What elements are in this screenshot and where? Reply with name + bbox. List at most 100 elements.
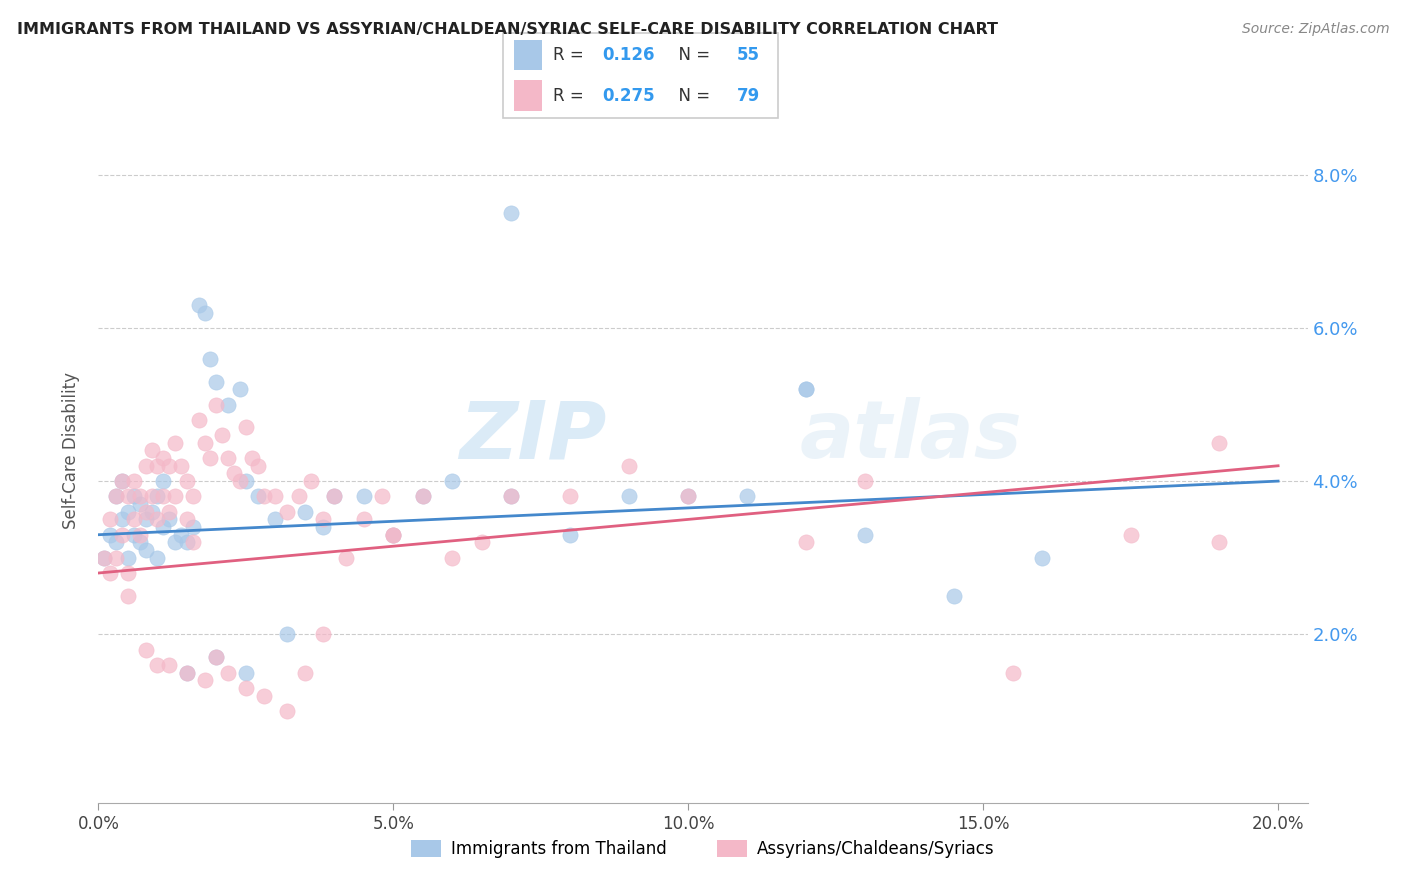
Point — [229, 382, 252, 396]
Point — [382, 527, 405, 541]
Point — [152, 520, 174, 534]
Text: IMMIGRANTS FROM THAILAND VS ASSYRIAN/CHALDEAN/SYRIAC SELF-CARE DISABILITY CORREL: IMMIGRANTS FROM THAILAND VS ASSYRIAN/CHA… — [17, 22, 998, 37]
Point — [205, 375, 228, 389]
Point — [217, 665, 239, 680]
Point — [117, 490, 139, 504]
FancyBboxPatch shape — [503, 33, 778, 118]
Point — [1001, 665, 1024, 680]
Point — [311, 520, 333, 534]
Bar — [515, 40, 541, 70]
Point — [128, 535, 150, 549]
Point — [141, 443, 163, 458]
Point — [1208, 435, 1230, 450]
Point — [560, 527, 582, 541]
Point — [122, 474, 145, 488]
Point — [176, 474, 198, 488]
Point — [441, 550, 464, 565]
Point — [853, 527, 876, 541]
Point — [170, 458, 193, 473]
Point — [240, 451, 263, 466]
Point — [181, 535, 204, 549]
Point — [165, 435, 187, 450]
Point — [111, 512, 134, 526]
Point — [853, 474, 876, 488]
Point — [335, 550, 357, 565]
Point — [122, 490, 145, 504]
Point — [942, 589, 965, 603]
Text: R =: R = — [553, 87, 589, 104]
Text: N =: N = — [668, 46, 716, 64]
Point — [176, 535, 198, 549]
Point — [194, 305, 217, 319]
Point — [152, 474, 174, 488]
Point — [229, 474, 252, 488]
Text: N =: N = — [668, 87, 716, 104]
Point — [678, 490, 700, 504]
Point — [146, 490, 169, 504]
Point — [117, 589, 139, 603]
Point — [678, 490, 700, 504]
Point — [146, 657, 169, 672]
Y-axis label: Self-Care Disability: Self-Care Disability — [62, 372, 80, 529]
Point — [501, 490, 523, 504]
Point — [165, 535, 187, 549]
Point — [441, 474, 464, 488]
Point — [157, 505, 180, 519]
Point — [382, 527, 405, 541]
Point — [200, 451, 222, 466]
Point — [288, 490, 311, 504]
Point — [619, 458, 641, 473]
Point — [794, 382, 817, 396]
Point — [122, 527, 145, 541]
Point — [264, 490, 287, 504]
Point — [117, 566, 139, 580]
Point — [276, 627, 298, 641]
Point — [176, 512, 198, 526]
Point — [211, 428, 233, 442]
Point — [187, 413, 209, 427]
Point — [194, 673, 217, 688]
Point — [165, 490, 187, 504]
Point — [128, 490, 150, 504]
Point — [98, 566, 121, 580]
Point — [205, 650, 228, 665]
Point — [353, 490, 375, 504]
Point — [1208, 535, 1230, 549]
Point — [157, 657, 180, 672]
Point — [176, 665, 198, 680]
Point — [323, 490, 346, 504]
Point — [252, 490, 274, 504]
Text: 0.275: 0.275 — [602, 87, 655, 104]
Point — [311, 512, 333, 526]
Point — [235, 681, 257, 695]
Point — [111, 474, 134, 488]
Point — [105, 550, 128, 565]
Point — [194, 435, 217, 450]
Point — [217, 397, 239, 411]
Point — [122, 512, 145, 526]
Point — [370, 490, 392, 504]
Point — [146, 458, 169, 473]
Point — [105, 535, 128, 549]
Point — [735, 490, 758, 504]
Point — [299, 474, 322, 488]
Text: 0.126: 0.126 — [602, 46, 655, 64]
Point — [128, 497, 150, 511]
Point — [471, 535, 494, 549]
Text: 79: 79 — [737, 87, 759, 104]
Point — [187, 298, 209, 312]
Point — [619, 490, 641, 504]
Point — [217, 451, 239, 466]
Bar — [515, 80, 541, 111]
Point — [135, 458, 157, 473]
Point — [157, 458, 180, 473]
Point — [181, 490, 204, 504]
Point — [794, 535, 817, 549]
Point — [246, 458, 269, 473]
Point — [382, 527, 405, 541]
Text: R =: R = — [553, 46, 589, 64]
Point — [200, 351, 222, 366]
Point — [276, 505, 298, 519]
Point — [205, 397, 228, 411]
Point — [98, 527, 121, 541]
